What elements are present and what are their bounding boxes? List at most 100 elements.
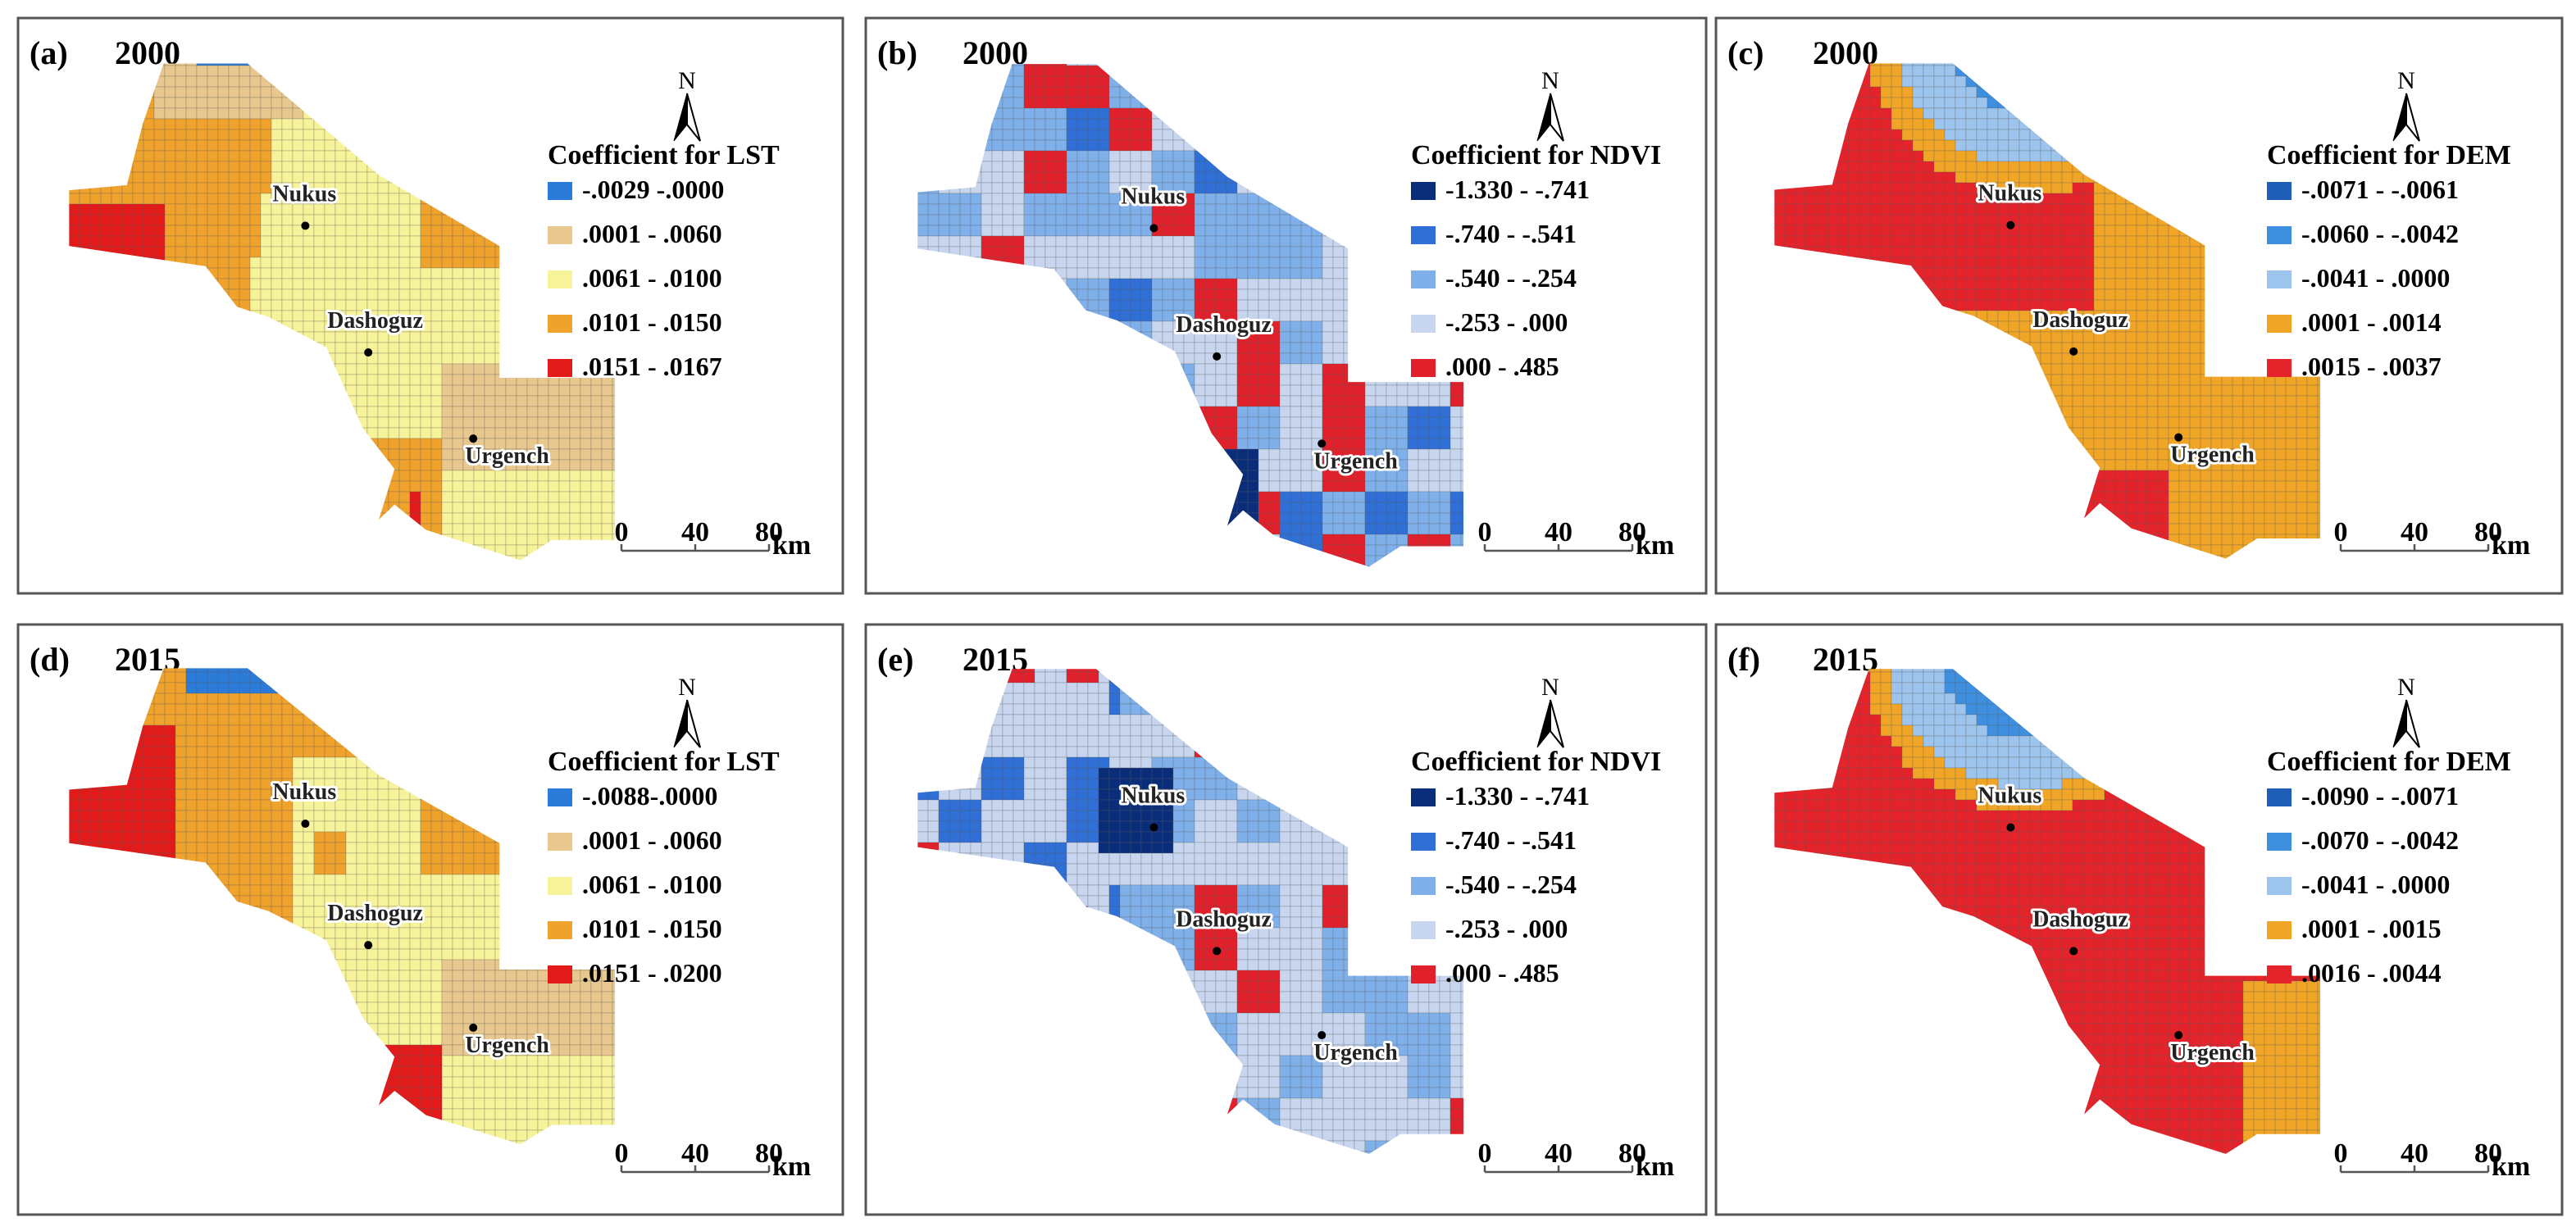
city-marker-urgench: Urgench bbox=[1311, 1031, 1400, 1068]
north-arrow-label: N bbox=[2397, 674, 2415, 701]
scale-tick-label: 80 bbox=[1618, 517, 1646, 547]
legend-item-label: .0015 - .0037 bbox=[2301, 352, 2442, 381]
legend-item-label: -.0090 - -.0071 bbox=[2301, 781, 2459, 811]
scale-unit-label: km bbox=[2492, 1152, 2530, 1182]
scale-tick-label: 40 bbox=[1545, 1138, 1572, 1169]
panel-label: (f) bbox=[1727, 641, 1760, 678]
legend-swatch bbox=[548, 965, 572, 983]
city-marker-nukus: Nukus bbox=[270, 179, 339, 230]
legend-item-label: -.253 - .000 bbox=[1445, 914, 1568, 943]
legend-swatch bbox=[1411, 270, 1436, 288]
legend-item-label: .0016 - .0044 bbox=[2301, 958, 2442, 988]
legend-item-label: .000 - .485 bbox=[1445, 958, 1559, 988]
legend-item-label: .0001 - .0015 bbox=[2301, 914, 2442, 943]
city-marker-urgench: Urgench bbox=[2168, 1031, 2257, 1068]
scale-unit-label: km bbox=[1636, 530, 1674, 561]
map-panel-f: (f) 2015 Nukus Dashoguz Urgench N Coefficient … bbox=[1714, 623, 2564, 1216]
city-marker-urgench: Urgench bbox=[2168, 433, 2257, 470]
city-marker-urgench: Urgench bbox=[1311, 439, 1400, 476]
city-marker-dashoguz: Dashoguz bbox=[2030, 904, 2131, 956]
north-arrow-label: N bbox=[1541, 67, 1559, 94]
legend-swatch bbox=[2267, 921, 2292, 939]
north-arrow-label: N bbox=[2397, 67, 2415, 94]
map-panel-c: (c) 2000 Nukus Dashoguz Urgench N Coefficient … bbox=[1714, 16, 2564, 595]
legend-swatch bbox=[1411, 359, 1436, 377]
scale-unit-label: km bbox=[2492, 530, 2530, 561]
legend-swatch bbox=[1411, 877, 1436, 895]
north-arrow-icon: N bbox=[1536, 674, 1564, 748]
legend-swatch bbox=[548, 226, 572, 244]
city-marker-dashoguz: Dashoguz bbox=[1173, 310, 1274, 361]
map-panel-a: (a) 2000NukusDashoguzUrgenchNCoefficient … bbox=[16, 16, 844, 595]
legend-item-label: -.540 - -.254 bbox=[1445, 870, 1577, 899]
city-label: Dashoguz bbox=[327, 308, 423, 334]
legend-swatch bbox=[548, 921, 572, 939]
legend-swatch bbox=[2267, 877, 2292, 895]
legend-item-label: .000 - .485 bbox=[1445, 352, 1559, 381]
scale-unit-label: km bbox=[772, 530, 811, 561]
legend-swatch bbox=[548, 182, 572, 200]
city-label: Dashoguz bbox=[327, 901, 423, 926]
legend-item-label: -.0041 - .0000 bbox=[2301, 870, 2450, 899]
legend-swatch bbox=[1411, 788, 1436, 806]
legend-item-label: .0101 - .0150 bbox=[582, 307, 722, 337]
legend-item-label: .0151 - .0167 bbox=[582, 352, 722, 381]
legend-item-label: -1.330 - -.741 bbox=[1445, 175, 1590, 204]
scale-tick-label: 80 bbox=[2474, 517, 2502, 547]
legend-item-label: -.253 - .000 bbox=[1445, 307, 1568, 337]
legend-swatch bbox=[2267, 182, 2292, 200]
legend-swatch bbox=[2267, 270, 2292, 288]
city-label: Urgench bbox=[2170, 443, 2255, 468]
city-marker-dashoguz: Dashoguz bbox=[325, 898, 426, 950]
legend-item-label: .0061 - .0100 bbox=[582, 870, 722, 899]
legend-item-label: .0061 - .0100 bbox=[582, 263, 722, 293]
scale-tick-label: 80 bbox=[1618, 1138, 1646, 1169]
north-arrow-icon: N bbox=[673, 67, 701, 142]
scale-tick-label: 40 bbox=[1545, 517, 1572, 547]
legend: Coefficient for DEM -.0071 - -.0061 -.0060… bbox=[2267, 140, 2511, 381]
legend: Coefficient for NDVI -1.330 - -.741 -.740 … bbox=[1411, 747, 1661, 988]
legend-swatch bbox=[2267, 788, 2292, 806]
panel-label: (a) bbox=[30, 34, 68, 71]
north-arrow-icon: N bbox=[2392, 674, 2420, 748]
city-marker-nukus: Nukus bbox=[1975, 179, 2044, 229]
legend-item-label: .0001 - .0014 bbox=[2301, 307, 2442, 337]
legend-item-label: -.740 - -.541 bbox=[1445, 219, 1577, 248]
city-marker-dashoguz: Dashoguz bbox=[2030, 305, 2131, 356]
legend-item-label: .0001 - .0060 bbox=[582, 825, 722, 855]
scale-tick-label: 40 bbox=[681, 517, 709, 547]
legend-item-label: -.0071 - -.0061 bbox=[2301, 175, 2459, 204]
legend-swatch bbox=[2267, 359, 2292, 377]
legend-item-label: -.0029 -.0000 bbox=[582, 175, 724, 204]
legend-title: Coefficient for LST bbox=[548, 747, 780, 777]
panel-year: 2000 bbox=[1813, 34, 1878, 71]
city-marker-urgench: Urgench bbox=[462, 434, 552, 471]
legend-swatch bbox=[1411, 965, 1436, 983]
legend-swatch bbox=[2267, 833, 2292, 851]
legend-title: Coefficient for DEM bbox=[2267, 747, 2511, 777]
city-label: Dashoguz bbox=[1176, 906, 1272, 932]
legend-swatch bbox=[548, 315, 572, 333]
legend-item-label: -.0088-.0000 bbox=[582, 781, 717, 811]
city-label: Dashoguz bbox=[1176, 312, 1272, 338]
north-arrow-icon: N bbox=[1536, 67, 1564, 142]
city-marker-nukus: Nukus bbox=[1118, 780, 1187, 832]
map-panel-b: (b) 2000NukusDashoguzUrgenchNCoefficient … bbox=[864, 16, 1708, 595]
city-label: Dashoguz bbox=[2032, 906, 2128, 932]
panel-label: (d) bbox=[30, 641, 70, 678]
scale-unit-label: km bbox=[772, 1152, 811, 1182]
city-marker-nukus: Nukus bbox=[270, 777, 339, 829]
city-marker-nukus: Nukus bbox=[1975, 780, 2044, 832]
city-label: Nukus bbox=[272, 181, 336, 207]
city-label: Nukus bbox=[272, 779, 336, 805]
city-label: Urgench bbox=[1313, 448, 1398, 474]
scale-tick-label: 0 bbox=[615, 1138, 629, 1169]
legend-swatch bbox=[1411, 921, 1436, 939]
scale-tick-label: 40 bbox=[2401, 517, 2428, 547]
legend-swatch bbox=[548, 270, 572, 288]
scale-tick-label: 0 bbox=[1478, 1138, 1492, 1169]
north-arrow-label: N bbox=[678, 674, 696, 701]
